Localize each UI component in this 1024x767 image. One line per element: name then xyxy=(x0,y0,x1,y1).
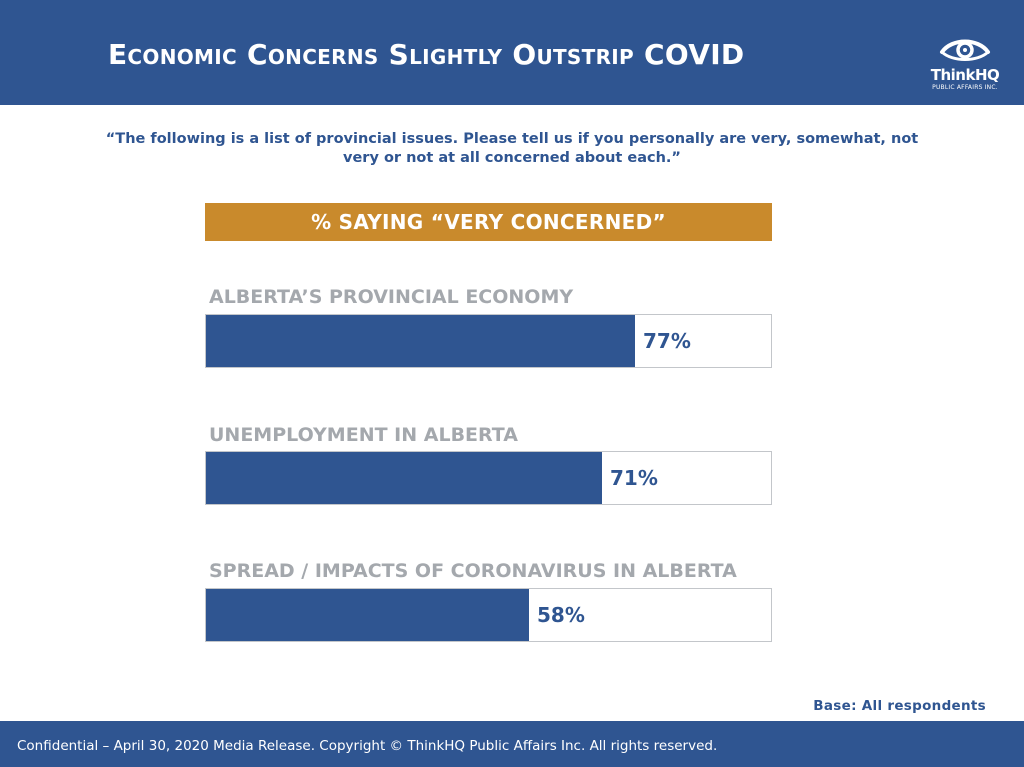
base-note: Base: All respondents xyxy=(813,698,986,714)
survey-question: “The following is a list of provincial i… xyxy=(105,131,919,166)
logo-name: ThinkHQ xyxy=(930,66,1000,84)
bar xyxy=(206,589,529,641)
bar-value-label: 77% xyxy=(643,329,691,353)
category-label: SPREAD / IMPACTS OF CORONAVIRUS IN ALBER… xyxy=(209,560,737,582)
category-label: UNEMPLOYMENT IN ALBERTA xyxy=(209,424,518,446)
page-title: Economic Concerns Slightly Outstrip COVI… xyxy=(108,38,745,71)
footer-bar: Confidential – April 30, 2020 Media Rele… xyxy=(0,721,1024,767)
category-label: ALBERTA’S PROVINCIAL ECONOMY xyxy=(209,286,574,308)
eye-icon xyxy=(940,39,990,61)
bar-track: 58% xyxy=(205,588,772,642)
logo-subtitle: PUBLIC AFFAIRS INC. xyxy=(932,84,998,91)
bar-track: 77% xyxy=(205,314,772,368)
bar-value-label: 71% xyxy=(610,466,658,490)
header-banner: Economic Concerns Slightly Outstrip COVI… xyxy=(0,0,1024,105)
bar xyxy=(206,315,635,367)
measure-banner: % SAYING “VERY CONCERNED” xyxy=(205,203,772,241)
footer-text: Confidential – April 30, 2020 Media Rele… xyxy=(17,738,718,754)
bar-track: 71% xyxy=(205,451,772,505)
thinkhq-logo: ThinkHQ PUBLIC AFFAIRS INC. xyxy=(920,30,1010,96)
bar-value-label: 58% xyxy=(537,603,585,627)
bar xyxy=(206,452,602,504)
